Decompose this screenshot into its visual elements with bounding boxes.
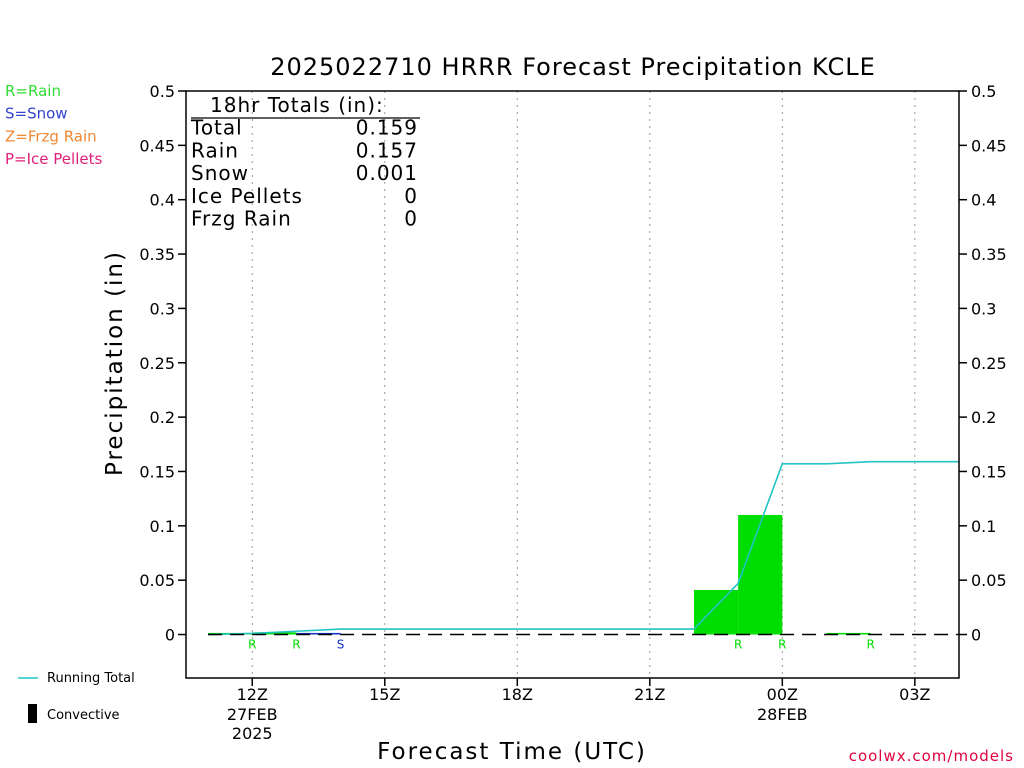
y-tick-label-left: 0.05 xyxy=(139,571,175,590)
y-tick-label-left: 0.25 xyxy=(139,354,175,373)
y-axis-left: 0 0.05 0.1 0.15 0.2 0.25 0.3 0.35 0.4 0.45 0.5 xyxy=(139,82,186,645)
precip-bar xyxy=(252,632,297,635)
y-tick-label-right: 0.3 xyxy=(971,299,996,318)
x-tick-label: 00Z xyxy=(767,685,798,704)
totals-row-label: Ice Pellets xyxy=(191,184,303,208)
x-axis-title: Forecast Time (UTC) xyxy=(377,739,647,765)
y-tick-label-left: 0.35 xyxy=(139,245,175,264)
totals-box: 18hr Totals (in):Total 0.159 Rain 0.157 Snow… xyxy=(190,93,420,231)
y-tick-label-right: 0.35 xyxy=(971,245,1007,264)
totals-row-label: Rain xyxy=(191,138,239,162)
precip-type-marker: R xyxy=(248,638,256,652)
y-tick-label-right: 0.05 xyxy=(971,571,1007,590)
precip-type-legend-entry: P=Ice Pellets xyxy=(5,150,102,168)
y-tick-label-left: 0.2 xyxy=(150,408,175,427)
convective-key-label: Convective xyxy=(47,708,120,723)
precip-type-marker: R xyxy=(778,638,786,652)
totals-row-value: 0 xyxy=(404,207,418,231)
totals-row-label: Total xyxy=(190,116,243,140)
precip-type-legend-entry: R=Rain xyxy=(5,82,61,100)
x-tick-label: 21Z xyxy=(634,685,665,704)
x-tick-date: 27FEB xyxy=(227,705,278,724)
precip-type-marker: R xyxy=(292,638,300,652)
chart-key: Running Total Convective xyxy=(18,671,135,723)
y-axis-title: Precipitation (in) xyxy=(102,250,128,476)
y-tick-label-left: 0.4 xyxy=(150,191,175,210)
totals-row-value: 0.001 xyxy=(356,161,418,185)
x-tick-label: 03Z xyxy=(899,685,930,704)
y-tick-label-left: 0.5 xyxy=(150,82,175,101)
precip-type-legend-entry: S=Snow xyxy=(5,105,68,123)
precip-type-marker: R xyxy=(734,638,742,652)
y-tick-label-right: 0.15 xyxy=(971,462,1007,481)
x-tick-date: 28FEB xyxy=(757,705,808,724)
x-tick-label: 12Z xyxy=(237,685,268,704)
precip-type-legend-entry: Z=Frzg Rain xyxy=(5,127,97,145)
precip-type-marker: R xyxy=(866,638,874,652)
y-tick-label-right: 0 xyxy=(971,626,981,645)
y-tick-label-right: 0.2 xyxy=(971,408,996,427)
y-tick-label-left: 0.3 xyxy=(150,299,175,318)
y-tick-label-right: 0.5 xyxy=(971,82,996,101)
precip-bar xyxy=(693,589,739,635)
y-tick-label-left: 0.15 xyxy=(139,462,175,481)
y-tick-label-left: 0.45 xyxy=(139,136,175,155)
precip-type-marker: S xyxy=(337,638,345,652)
x-tick-year: 2025 xyxy=(232,724,273,743)
precip-bar xyxy=(296,632,341,635)
y-tick-label-left: 0 xyxy=(165,626,175,645)
y-tick-label-right: 0.4 xyxy=(971,191,996,210)
y-tick-label-right: 0.1 xyxy=(971,517,996,536)
totals-row-value: 0 xyxy=(404,184,418,208)
precip-bar xyxy=(826,632,871,635)
x-tick-label: 15Z xyxy=(369,685,400,704)
y-tick-label-left: 0.1 xyxy=(150,517,175,536)
chart-title: 2025022710 HRRR Forecast Precipitation K… xyxy=(270,53,876,81)
bar-series xyxy=(208,514,871,635)
x-tick-label: 18Z xyxy=(502,685,533,704)
precip-bar xyxy=(738,514,783,635)
totals-row-label: Snow xyxy=(191,161,249,185)
credit-text: coolwx.com/models xyxy=(849,747,1014,765)
running-total-key-label: Running Total xyxy=(47,671,135,686)
totals-row-label: Frzg Rain xyxy=(191,207,292,231)
plot-frame xyxy=(185,90,960,679)
y-tick-label-right: 0.45 xyxy=(971,136,1007,155)
totals-row-value: 0.157 xyxy=(356,138,418,162)
running-total-line xyxy=(208,460,959,636)
grid-lines xyxy=(251,91,916,678)
convective-swatch xyxy=(28,704,37,723)
totals-header: 18hr Totals (in): xyxy=(210,93,384,117)
y-axis-right: 0 0.05 0.1 0.15 0.2 0.25 0.3 0.35 0.4 0.45 0.5 xyxy=(959,82,1007,645)
precip-type-legend: R=Rain S=Snow Z=Frzg Rain P=Ice Pellets xyxy=(5,82,102,168)
y-tick-label-right: 0.25 xyxy=(971,354,1007,373)
totals-row-value: 0.159 xyxy=(356,116,418,140)
